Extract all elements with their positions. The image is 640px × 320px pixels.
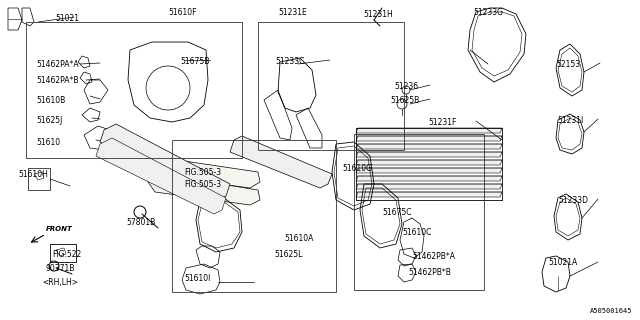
- Polygon shape: [356, 144, 502, 149]
- Text: 57801B: 57801B: [126, 218, 156, 227]
- Text: 51610C: 51610C: [402, 228, 431, 237]
- Text: 51233G: 51233G: [473, 8, 503, 17]
- Bar: [26, 22, 242, 158]
- Bar: [172, 140, 336, 292]
- Text: A505001645: A505001645: [589, 308, 632, 314]
- Polygon shape: [356, 184, 502, 189]
- Text: 51610: 51610: [36, 138, 60, 147]
- Polygon shape: [148, 165, 260, 205]
- Polygon shape: [356, 152, 502, 157]
- Polygon shape: [356, 176, 502, 181]
- Text: 51610F: 51610F: [168, 8, 196, 17]
- Text: 51625L: 51625L: [274, 250, 302, 259]
- Text: 51625B: 51625B: [390, 96, 419, 105]
- Text: 51675C: 51675C: [382, 208, 412, 217]
- Text: 52153: 52153: [556, 60, 580, 69]
- Text: 51462PB*A: 51462PB*A: [412, 252, 455, 261]
- Polygon shape: [356, 192, 502, 197]
- Text: 51231H: 51231H: [363, 10, 393, 19]
- Bar: [28, 168, 50, 190]
- Polygon shape: [356, 128, 502, 133]
- Text: 51231E: 51231E: [278, 8, 307, 17]
- Polygon shape: [230, 136, 332, 188]
- Text: FIG.505-3: FIG.505-3: [184, 180, 221, 189]
- Bar: [354, 134, 484, 290]
- Text: 51610A: 51610A: [284, 234, 314, 243]
- Polygon shape: [148, 146, 260, 188]
- Text: 51231F: 51231F: [428, 118, 456, 127]
- Text: 51021: 51021: [55, 14, 79, 23]
- Polygon shape: [96, 138, 226, 214]
- Text: 51462PB*B: 51462PB*B: [408, 268, 451, 277]
- Polygon shape: [356, 136, 502, 141]
- Text: 51610I: 51610I: [184, 274, 211, 283]
- Text: 51231I: 51231I: [557, 116, 583, 125]
- Text: FIG.522: FIG.522: [52, 250, 81, 259]
- Polygon shape: [100, 124, 230, 200]
- Text: 51625J: 51625J: [36, 116, 62, 125]
- Text: 51236: 51236: [394, 82, 418, 91]
- Text: FRONT: FRONT: [46, 226, 73, 232]
- Text: 51610G: 51610G: [342, 164, 372, 173]
- Text: 51610B: 51610B: [36, 96, 65, 105]
- Text: 51021A: 51021A: [548, 258, 577, 267]
- Text: 51675B: 51675B: [180, 57, 209, 66]
- Polygon shape: [356, 160, 502, 165]
- Text: 51233D: 51233D: [558, 196, 588, 205]
- Bar: [258, 22, 404, 150]
- Text: 51610H: 51610H: [18, 170, 48, 179]
- Text: 51462PA*A: 51462PA*A: [36, 60, 79, 69]
- Polygon shape: [356, 168, 502, 173]
- Text: <RH,LH>: <RH,LH>: [42, 278, 78, 287]
- Text: 90371B: 90371B: [46, 264, 76, 273]
- Text: 51462PA*B: 51462PA*B: [36, 76, 79, 85]
- Text: 51233C: 51233C: [275, 57, 305, 66]
- Text: FIG.505-3: FIG.505-3: [184, 168, 221, 177]
- Bar: [50, 244, 76, 262]
